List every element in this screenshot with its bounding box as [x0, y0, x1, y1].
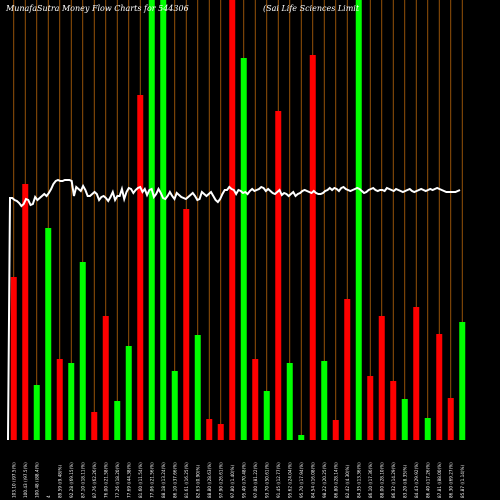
x-tick-label: 95.70 ((17.94)%): [299, 462, 304, 498]
x-tick-label: 81.61 ((16.25)%): [184, 462, 189, 498]
bar-up: [33, 385, 40, 440]
bar-down: [378, 316, 385, 440]
x-tick-label: 92.28 ((69.15)%): [69, 462, 74, 498]
price-line: [7, 178, 461, 441]
bar-up: [424, 418, 431, 440]
x-tick-label: 81.60 ((11.54)%): [138, 462, 143, 498]
bar-down: [436, 334, 443, 440]
x-tick-label: 87.10 ((18.11)%): [80, 462, 85, 498]
bar-down: [252, 359, 259, 440]
x-tick-label: 86.32 ((14.29)%): [391, 462, 396, 498]
chart-title: MunafaSutra Money Flow Charts for 544306: [5, 4, 189, 13]
x-tick-label: 82.63 ((0.90)%): [195, 464, 200, 498]
bar-down: [217, 424, 224, 440]
x-tick-label: 84.35 ((13.36)%): [356, 462, 361, 498]
bar-down: [275, 111, 282, 440]
bar-up: [160, 0, 167, 440]
bar-down: [229, 0, 236, 440]
x-tick-label: 86.40 ((17.26)%): [425, 462, 430, 498]
bar-layer: [10, 0, 466, 440]
bar-up: [45, 228, 52, 440]
x-tick-label: 97.90 ((26.61)%): [218, 462, 223, 498]
bar-down: [332, 420, 339, 440]
x-tick-label: 97.80 ((1.40)%): [230, 464, 235, 498]
line-layer: [7, 178, 461, 441]
bar-up: [240, 58, 247, 440]
bar-up: [68, 363, 75, 440]
x-tick-label: 89.59 ((9.48)%): [57, 464, 62, 498]
bar-up: [263, 391, 270, 440]
bar-up: [125, 346, 132, 440]
x-tick-label: 84.43 ((29.92)%): [414, 462, 419, 498]
chart-subtitle: (Sai Life Sciences Limit: [263, 4, 360, 13]
bar-down: [56, 359, 63, 440]
x-tick-label: 4: [46, 495, 51, 498]
x-tick-label: 91.45 ((12.77)%): [276, 462, 281, 498]
x-tick-label: 77.06 ((21.56)%): [149, 462, 154, 498]
x-tick-label: 88.80 ((28.63)%): [207, 462, 212, 498]
x-tick-label: 85.87 ((1.14)%): [460, 464, 465, 498]
bar-up: [355, 0, 362, 440]
bar-down: [183, 209, 190, 440]
bar-down: [344, 299, 351, 440]
x-tick-label: 86.80 ((28.14)%): [333, 462, 338, 498]
bar-down: [22, 184, 29, 440]
bar-up: [286, 363, 293, 440]
x-tick-label: 77.69 ((44.38)%): [126, 462, 131, 498]
x-tick-label: 98.22 ((20.25)%): [322, 462, 327, 498]
x-tick-label: 100.43 ((97.5)%): [23, 462, 28, 498]
x-tick-label: 83.20 ((8.35)%): [402, 464, 407, 498]
x-tick-label: 93.70 ((50.61)%): [264, 462, 269, 498]
bar-down: [309, 55, 316, 440]
bar-up: [298, 435, 305, 440]
x-tick-label: 84.54 ((16.08)%): [310, 462, 315, 498]
bar-up: [459, 322, 466, 440]
tick-layer: 103.10 ((97.5)%) 100.43 ((97.5)%) 100.48 (…: [11, 462, 465, 498]
bar-up: [114, 401, 121, 440]
bar-down: [367, 376, 374, 440]
x-tick-label: 97.00 ((81.22)%): [253, 462, 258, 498]
x-tick-label: 95.62 ((24.04)%): [287, 462, 292, 498]
x-tick-label: 100.48 ((88.4)%): [34, 462, 39, 498]
x-tick-label: 103.10 ((97.5)%): [11, 462, 16, 498]
bar-down: [102, 316, 109, 440]
bar-up: [148, 0, 155, 440]
x-tick-label: 86.10 ((37.66)%): [172, 462, 177, 498]
bar-up: [171, 371, 178, 440]
bar-down: [447, 398, 454, 440]
x-tick-label: 87.76 ((62.26)%): [92, 462, 97, 498]
x-tick-label: 87.81 ((88.00)%): [437, 462, 442, 498]
x-tick-label: 76.00 ((21.58)%): [103, 462, 108, 498]
bar-down: [91, 412, 98, 440]
bar-up: [194, 335, 201, 440]
x-tick-label: 82.42 ((4.30)%): [345, 464, 350, 498]
x-tick-label: 95.40 ((70.48)%): [241, 462, 246, 498]
bar-up: [401, 399, 408, 440]
x-tick-label: 86.10 ((17.36)%): [368, 462, 373, 498]
bar-down: [137, 95, 144, 440]
x-tick-label: 88.00 ((28.10)%): [379, 462, 384, 498]
x-tick-label: 86.30 ((69.27)%): [448, 462, 453, 498]
x-tick-label: 88.18 ((13.24)%): [161, 462, 166, 498]
bar-down: [390, 381, 397, 440]
bar-down: [206, 419, 213, 440]
bar-down: [10, 277, 17, 440]
bar-up: [79, 262, 86, 440]
bar-down: [413, 307, 420, 440]
x-tick-label: 77.26 ((18.20)%): [115, 462, 120, 498]
bar-up: [321, 361, 328, 440]
